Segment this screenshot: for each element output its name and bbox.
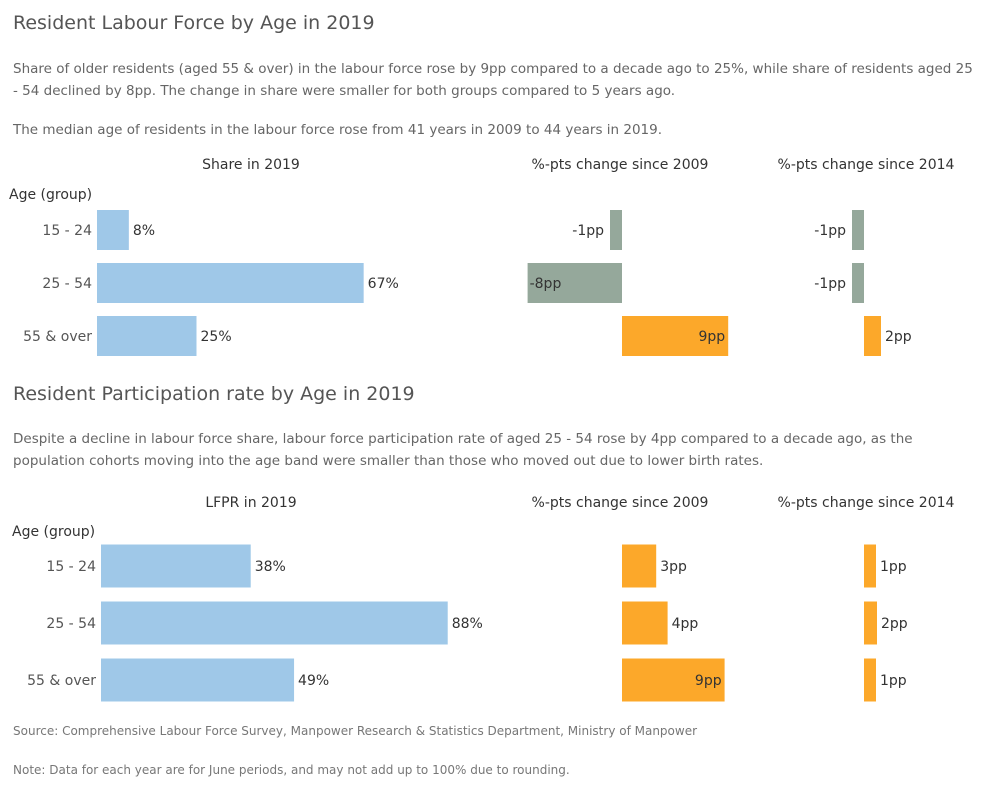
- chart1-change-bar-2-3: [622, 316, 729, 356]
- chart1-change-bar-3-3: [864, 316, 881, 356]
- chart1-change-bar-2-1: [610, 210, 622, 250]
- chart2-change-bar-3-1: [864, 544, 876, 588]
- chart2-change-bar-2-2: [622, 601, 668, 645]
- chart2-category-label-2: 25 - 54: [46, 616, 96, 632]
- chart2-share-bar-3: [101, 658, 295, 702]
- chart1-change-bar-3-2: [852, 263, 864, 303]
- chart1-panel-1-title: Share in 2019: [202, 157, 300, 173]
- chart1-share-bar-2: [97, 263, 364, 303]
- chart1-category-label-3: 55 & over: [23, 329, 92, 345]
- chart2-share-bar-2: [101, 601, 448, 645]
- chart1-category-label-2: 25 - 54: [42, 276, 92, 292]
- chart1-share-bar-1: [97, 210, 129, 250]
- chart1-change-label-2-1: -1pp: [572, 223, 604, 239]
- chart2-panel-1-title: LFPR in 2019: [205, 495, 296, 511]
- chart1-row-header: Age (group): [9, 187, 92, 203]
- chart2-change-label-2-2: 4pp: [672, 616, 699, 632]
- chart2-change-bar-3-3: [864, 658, 876, 702]
- source-note: Source: Comprehensive Labour Force Surve…: [13, 724, 698, 738]
- section2-description: Despite a decline in labour force share,…: [13, 431, 913, 469]
- chart1-panel-3-title: %-pts change since 2014: [778, 157, 955, 173]
- chart1-change-label-3-3: 2pp: [885, 329, 912, 345]
- labour-force-share-chart: Age (group) 15 - 24 25 - 54 55 & over Share …: [0, 150, 995, 365]
- chart2-change-label-3-3: 1pp: [880, 673, 907, 689]
- data-note: Note: Data for each year are for June pe…: [13, 763, 570, 777]
- chart1-change-label-3-1: -1pp: [814, 223, 846, 239]
- chart1-share-label-2: 67%: [368, 276, 399, 292]
- chart2-share-label-1: 38%: [255, 559, 286, 575]
- chart1-change-label-2-3: 9pp: [699, 329, 726, 345]
- chart2-change-label-2-3: 9pp: [695, 673, 722, 689]
- chart1-change-bar-3-1: [852, 210, 864, 250]
- chart1-change-label-3-2: -1pp: [814, 276, 846, 292]
- chart2-change-bar-2-3: [622, 658, 725, 702]
- participation-rate-svg: Age (group) 15 - 24 25 - 54 55 & over LFPR i…: [12, 495, 955, 702]
- chart1-change-bar-2-2: [527, 263, 622, 303]
- chart2-row-header: Age (group): [12, 524, 95, 540]
- chart1-panel-2-title: %-pts change since 2009: [532, 157, 709, 173]
- participation-rate-chart: Age (group) 15 - 24 25 - 54 55 & over LFPR i…: [0, 488, 995, 718]
- section1-title: Resident Labour Force by Age in 2019: [13, 12, 375, 34]
- section1-description: Share of older residents (aged 55 & over…: [13, 61, 973, 99]
- chart1-share-bar-3: [97, 316, 197, 356]
- chart2-change-bar-2-1: [622, 544, 657, 588]
- chart2-change-bar-3-2: [864, 601, 877, 645]
- section2-title: Resident Participation rate by Age in 20…: [13, 383, 415, 405]
- chart1-share-label-1: 8%: [133, 223, 155, 239]
- chart2-change-label-3-2: 2pp: [881, 616, 908, 632]
- chart2-panel-2-title: %-pts change since 2009: [532, 495, 709, 511]
- chart2-category-label-1: 15 - 24: [46, 559, 96, 575]
- chart2-change-label-3-1: 1pp: [880, 559, 907, 575]
- chart1-share-label-3: 25%: [201, 329, 232, 345]
- chart2-change-label-2-1: 3pp: [660, 559, 687, 575]
- chart2-category-label-3: 55 & over: [27, 673, 96, 689]
- chart2-share-bar-1: [101, 544, 251, 588]
- chart2-share-label-3: 49%: [298, 673, 329, 689]
- chart1-category-label-1: 15 - 24: [42, 223, 92, 239]
- chart2-share-label-2: 88%: [452, 616, 483, 632]
- section1-description-median-age: The median age of residents in the labou…: [13, 122, 663, 138]
- labour-force-share-svg: Age (group) 15 - 24 25 - 54 55 & over Share …: [9, 157, 955, 356]
- chart2-panel-3-title: %-pts change since 2014: [778, 495, 955, 511]
- chart1-change-label-2-2: -8pp: [530, 276, 562, 292]
